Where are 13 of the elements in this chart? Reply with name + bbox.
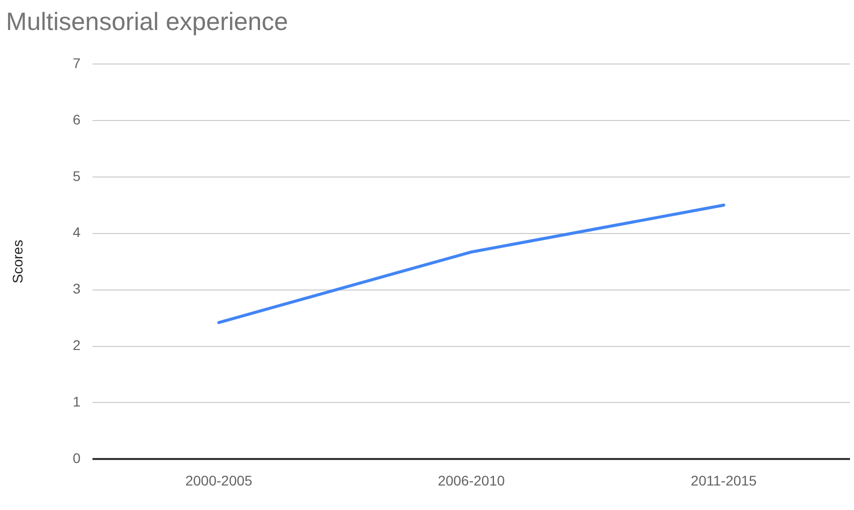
- y-axis-title: Scores: [9, 240, 26, 284]
- y-tick-label: 3: [72, 280, 81, 297]
- y-tick-label: 1: [72, 394, 81, 410]
- chart-title: Multisensorial experience: [6, 8, 288, 36]
- y-tick-label: 4: [72, 224, 81, 240]
- x-tick-label: 2000-2005: [185, 472, 253, 488]
- y-tick-label: 0: [72, 450, 81, 466]
- y-tick-label: 6: [72, 111, 81, 128]
- y-tick-label: 5: [72, 168, 81, 184]
- y-tick-label: 2: [72, 337, 81, 354]
- x-tick-label: 2006-2010: [438, 472, 505, 488]
- y-tick-label: 7: [72, 54, 81, 71]
- x-tick-label: 2011-2015: [690, 472, 757, 488]
